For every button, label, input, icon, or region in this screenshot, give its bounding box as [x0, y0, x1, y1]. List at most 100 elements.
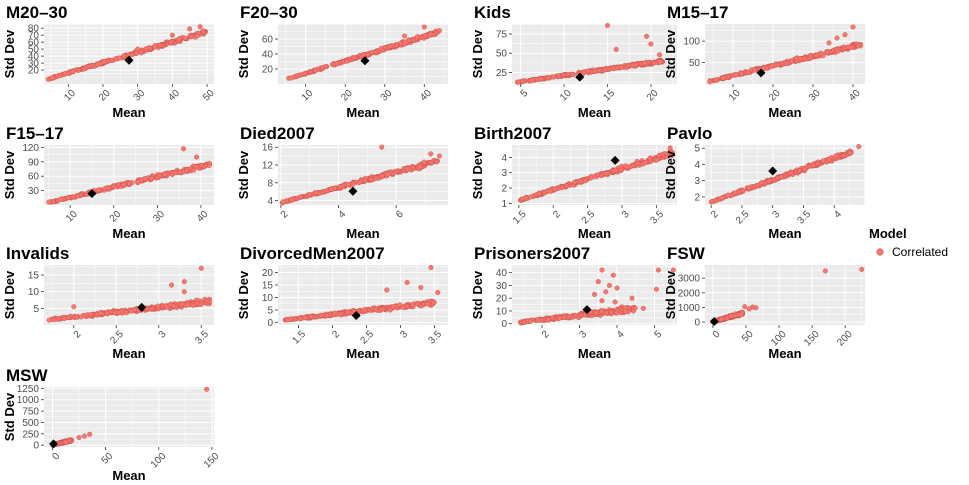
y-tick-label: 500 [22, 418, 39, 429]
highlight-diamond [49, 439, 59, 449]
data-point [155, 303, 161, 309]
data-point [847, 150, 853, 156]
x-tick-label: 50 [740, 329, 756, 345]
highlight-diamond [582, 305, 592, 315]
y-tick-label: 0 [267, 318, 273, 329]
outlier-point [402, 33, 408, 39]
data-point [797, 168, 803, 174]
data-point [168, 301, 174, 307]
data-point [797, 55, 803, 61]
outlier-point [859, 266, 865, 272]
data-points [282, 265, 441, 323]
data-points [514, 23, 666, 85]
panel-title: Birth2007 [474, 124, 551, 143]
data-point [642, 160, 648, 166]
data-point [410, 302, 416, 308]
data-point [200, 28, 206, 34]
panel-title: Died2007 [240, 124, 315, 143]
data-point [81, 313, 87, 319]
data-point [135, 179, 141, 185]
panel-title: FSW [667, 244, 706, 263]
data-point [425, 301, 431, 307]
data-point [548, 188, 554, 194]
data-point [642, 60, 648, 66]
data-point [148, 175, 154, 181]
y-axis-label: Std Dev [663, 150, 678, 199]
y-tick-label: 60 [262, 35, 274, 46]
x-tick-label: 1.5 [511, 209, 529, 227]
outlier-point [384, 287, 390, 293]
data-point [324, 188, 330, 194]
x-tick-label: 3 [771, 209, 783, 221]
outlier-point [404, 280, 410, 286]
highlight-diamond [756, 68, 766, 78]
outlier-point [421, 24, 427, 30]
data-point [334, 61, 340, 67]
data-point [164, 304, 170, 310]
x-tick-label: 2 [330, 329, 342, 341]
panel-f15-17: F15–17 10 20 30 40 30 60 90 120 Mean Std Dev [2, 124, 214, 241]
data-point [611, 65, 617, 71]
data-point [720, 75, 726, 81]
legend: Model Correlated [869, 226, 948, 259]
y-tick-label: 4 [267, 196, 273, 207]
data-point [738, 311, 744, 317]
outlier-point [742, 304, 748, 310]
y-tick-label: 15 [262, 281, 274, 292]
highlight-diamond [87, 188, 97, 198]
data-point [818, 51, 824, 57]
highlight-diamond [360, 56, 370, 66]
data-point [566, 314, 572, 320]
data-point [179, 302, 185, 308]
data-point [340, 183, 346, 189]
data-point [73, 314, 79, 320]
outlier-point [834, 35, 840, 41]
y-tick-label: 90 [28, 157, 40, 168]
data-point [387, 307, 393, 313]
outlier-point [655, 267, 661, 273]
data-point [109, 57, 115, 63]
outlier-point [612, 299, 618, 305]
y-tick-label: 20 [262, 65, 274, 76]
x-axis-label: Mean [112, 105, 145, 120]
highlight-diamond [575, 72, 585, 82]
y-tick-label: 5 [267, 306, 273, 317]
x-tick-label: 30 [379, 88, 395, 104]
x-tick-label: 4 [832, 209, 844, 221]
data-points [46, 265, 212, 323]
data-point [345, 309, 351, 315]
data-point [635, 160, 641, 166]
x-tick-label: 50 [201, 88, 217, 104]
data-point [597, 67, 603, 73]
data-point [143, 46, 149, 52]
data-point [415, 300, 421, 306]
data-point [298, 194, 304, 200]
data-point [162, 172, 168, 178]
x-tick-label: 6 [394, 209, 406, 221]
data-point [583, 178, 589, 184]
x-tick-label: 30 [151, 209, 167, 225]
outlier-point [610, 272, 616, 278]
data-point [50, 317, 56, 323]
data-point [614, 310, 620, 316]
outlier-point [169, 32, 175, 38]
data-point [633, 62, 639, 68]
data-point [188, 33, 194, 39]
highlight-diamond [351, 311, 361, 320]
y-tick-label: 5 [33, 304, 39, 315]
data-point [582, 312, 588, 318]
data-point [719, 195, 725, 201]
data-point [802, 166, 808, 172]
highlight-diamond [348, 186, 358, 196]
data-point [385, 171, 391, 177]
data-points [286, 24, 442, 81]
data-point [152, 44, 158, 50]
data-point [841, 152, 847, 158]
data-point [361, 52, 367, 58]
y-tick-label: 0 [33, 441, 39, 452]
data-point [191, 167, 197, 173]
data-point [618, 64, 624, 70]
outlier-point [198, 265, 204, 271]
data-point [121, 53, 127, 59]
data-point [724, 315, 730, 321]
